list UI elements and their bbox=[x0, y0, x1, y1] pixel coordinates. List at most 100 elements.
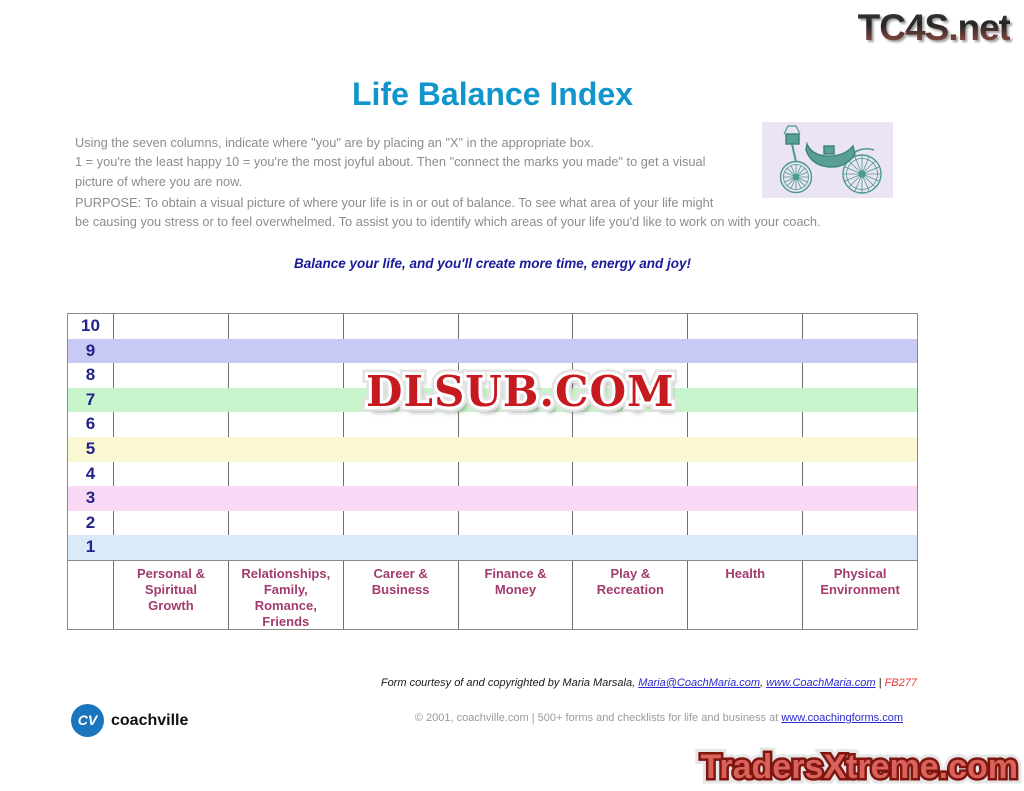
grid-cell[interactable] bbox=[227, 314, 343, 339]
grid-cell[interactable] bbox=[113, 363, 228, 388]
grid-cell[interactable] bbox=[343, 339, 458, 364]
grid-cell[interactable] bbox=[228, 339, 343, 364]
grid-cell[interactable] bbox=[572, 486, 687, 511]
grid-cell[interactable] bbox=[687, 339, 802, 364]
table-row-3: 3 bbox=[68, 486, 917, 511]
grid-cell[interactable] bbox=[113, 437, 228, 462]
grid-cell[interactable] bbox=[457, 461, 573, 487]
dlsub-watermark: DLSUB.COM bbox=[366, 367, 675, 416]
grid-cell[interactable] bbox=[802, 314, 917, 339]
grid-cell[interactable] bbox=[687, 388, 802, 413]
coachville-logo: CV coachville bbox=[71, 704, 188, 737]
grid-cell[interactable] bbox=[342, 461, 458, 487]
coachville-wordmark: coachville bbox=[111, 711, 189, 729]
grid-cell[interactable] bbox=[113, 461, 228, 487]
grid-cell[interactable] bbox=[687, 363, 802, 388]
grid-cell[interactable] bbox=[342, 363, 458, 388]
score-label: 6 bbox=[85, 414, 96, 434]
grid-cell[interactable] bbox=[802, 535, 917, 560]
grid-cell[interactable] bbox=[687, 412, 802, 437]
grid-cell[interactable] bbox=[802, 339, 917, 364]
grid-cell[interactable] bbox=[113, 339, 228, 364]
grid-cell[interactable] bbox=[227, 510, 343, 536]
column-header-physical-environment: Physical Environment bbox=[802, 560, 917, 629]
column-header-play-recreation: Play & Recreation bbox=[572, 560, 687, 629]
score-label: 1 bbox=[85, 537, 96, 557]
grid-cell[interactable] bbox=[458, 339, 573, 364]
grid-cell[interactable] bbox=[687, 486, 802, 511]
score-label: 7 bbox=[85, 389, 96, 409]
purpose-paragraph: PURPOSE: To obtain a visual picture of w… bbox=[75, 195, 821, 230]
grid-cell[interactable] bbox=[113, 535, 228, 560]
grid-cell[interactable] bbox=[458, 486, 573, 511]
credit-text: Form courtesy of and copyrighted by Mari… bbox=[380, 677, 639, 689]
copyright-line: © 2001, coachville.com | 500+ forms and … bbox=[415, 712, 903, 724]
credit-pipe: | bbox=[875, 677, 885, 689]
score-label: 5 bbox=[85, 438, 96, 458]
page-title: Life Balance Index bbox=[352, 76, 633, 112]
grid-cell[interactable] bbox=[687, 510, 802, 536]
grid-cell[interactable] bbox=[343, 486, 458, 511]
grid-cell[interactable] bbox=[228, 437, 343, 462]
grid-cell[interactable] bbox=[113, 314, 228, 339]
grid-cell[interactable] bbox=[342, 510, 458, 536]
instructions-paragraph: Using the seven columns, indicate where … bbox=[75, 135, 706, 189]
column-header-career-business: Career & Business bbox=[342, 560, 458, 629]
grid-cell[interactable] bbox=[802, 437, 917, 462]
coachingforms-link[interactable]: www.coachingforms.com bbox=[781, 712, 903, 724]
grid-cell[interactable] bbox=[687, 314, 802, 339]
coachmaria-site-link[interactable]: www.CoachMaria.com bbox=[766, 677, 876, 689]
grid-cell[interactable] bbox=[227, 461, 343, 487]
grid-cell[interactable] bbox=[802, 486, 917, 511]
grid-cell[interactable] bbox=[113, 510, 228, 536]
table-row-10: 10 bbox=[68, 314, 917, 339]
table-row-5: 5 bbox=[68, 436, 917, 462]
cv-logo-icon: CV bbox=[71, 704, 104, 737]
grid-cell[interactable] bbox=[343, 437, 458, 462]
grid-cell[interactable] bbox=[457, 412, 573, 437]
score-label: 4 bbox=[85, 463, 96, 483]
grid-cell[interactable] bbox=[457, 314, 573, 339]
grid-cell[interactable] bbox=[458, 437, 573, 462]
grid-cell[interactable] bbox=[572, 437, 687, 462]
column-header-personal-spiritual-growth: Personal & Spiritual Growth bbox=[113, 560, 228, 629]
grid-cell[interactable] bbox=[343, 535, 458, 560]
tradersxtreme-watermark: TradersXtreme.com bbox=[701, 748, 1019, 787]
grid-cell[interactable] bbox=[802, 363, 917, 388]
grid-cell[interactable] bbox=[113, 388, 228, 413]
grid-cell[interactable] bbox=[227, 363, 343, 388]
grid-cell[interactable] bbox=[572, 510, 687, 536]
header-corner-cell bbox=[68, 561, 113, 629]
grid-cell[interactable] bbox=[342, 314, 458, 339]
grid-cell[interactable] bbox=[113, 486, 228, 511]
grid-cell[interactable] bbox=[228, 388, 343, 413]
column-header-row: Personal & Spiritual Growth Relationship… bbox=[68, 559, 917, 629]
grid-cell[interactable] bbox=[572, 535, 687, 560]
column-header-finance-money: Finance & Money bbox=[457, 560, 573, 629]
tc4s-watermark: TC4S.net bbox=[857, 7, 1011, 48]
grid-cell[interactable] bbox=[687, 437, 802, 462]
table-row-6: 6 bbox=[68, 412, 917, 437]
grid-cell[interactable] bbox=[687, 461, 802, 487]
grid-cell[interactable] bbox=[227, 412, 343, 437]
grid-cell[interactable] bbox=[572, 412, 687, 437]
grid-cell[interactable] bbox=[802, 510, 917, 536]
grid-cell[interactable] bbox=[342, 412, 458, 437]
grid-cell[interactable] bbox=[228, 535, 343, 560]
grid-cell[interactable] bbox=[457, 510, 573, 536]
grid-cell[interactable] bbox=[572, 314, 687, 339]
column-header-relationships: Relationships, Family, Romance, Friends bbox=[227, 560, 343, 629]
grid-cell[interactable] bbox=[458, 535, 573, 560]
grid-cell[interactable] bbox=[572, 339, 687, 364]
coachmaria-email-link[interactable]: Maria@CoachMaria.com bbox=[638, 677, 761, 689]
grid-cell[interactable] bbox=[113, 412, 228, 437]
table-row-4: 4 bbox=[68, 461, 917, 487]
grid-cell[interactable] bbox=[802, 461, 917, 487]
grid-cell[interactable] bbox=[802, 412, 917, 437]
table-row-9: 9 bbox=[68, 338, 917, 364]
grid-cell[interactable] bbox=[572, 461, 687, 487]
grid-cell[interactable] bbox=[802, 388, 917, 413]
credit-line: Form courtesy of and copyrighted by Mari… bbox=[381, 677, 917, 689]
grid-cell[interactable] bbox=[687, 535, 802, 560]
grid-cell[interactable] bbox=[228, 486, 343, 511]
